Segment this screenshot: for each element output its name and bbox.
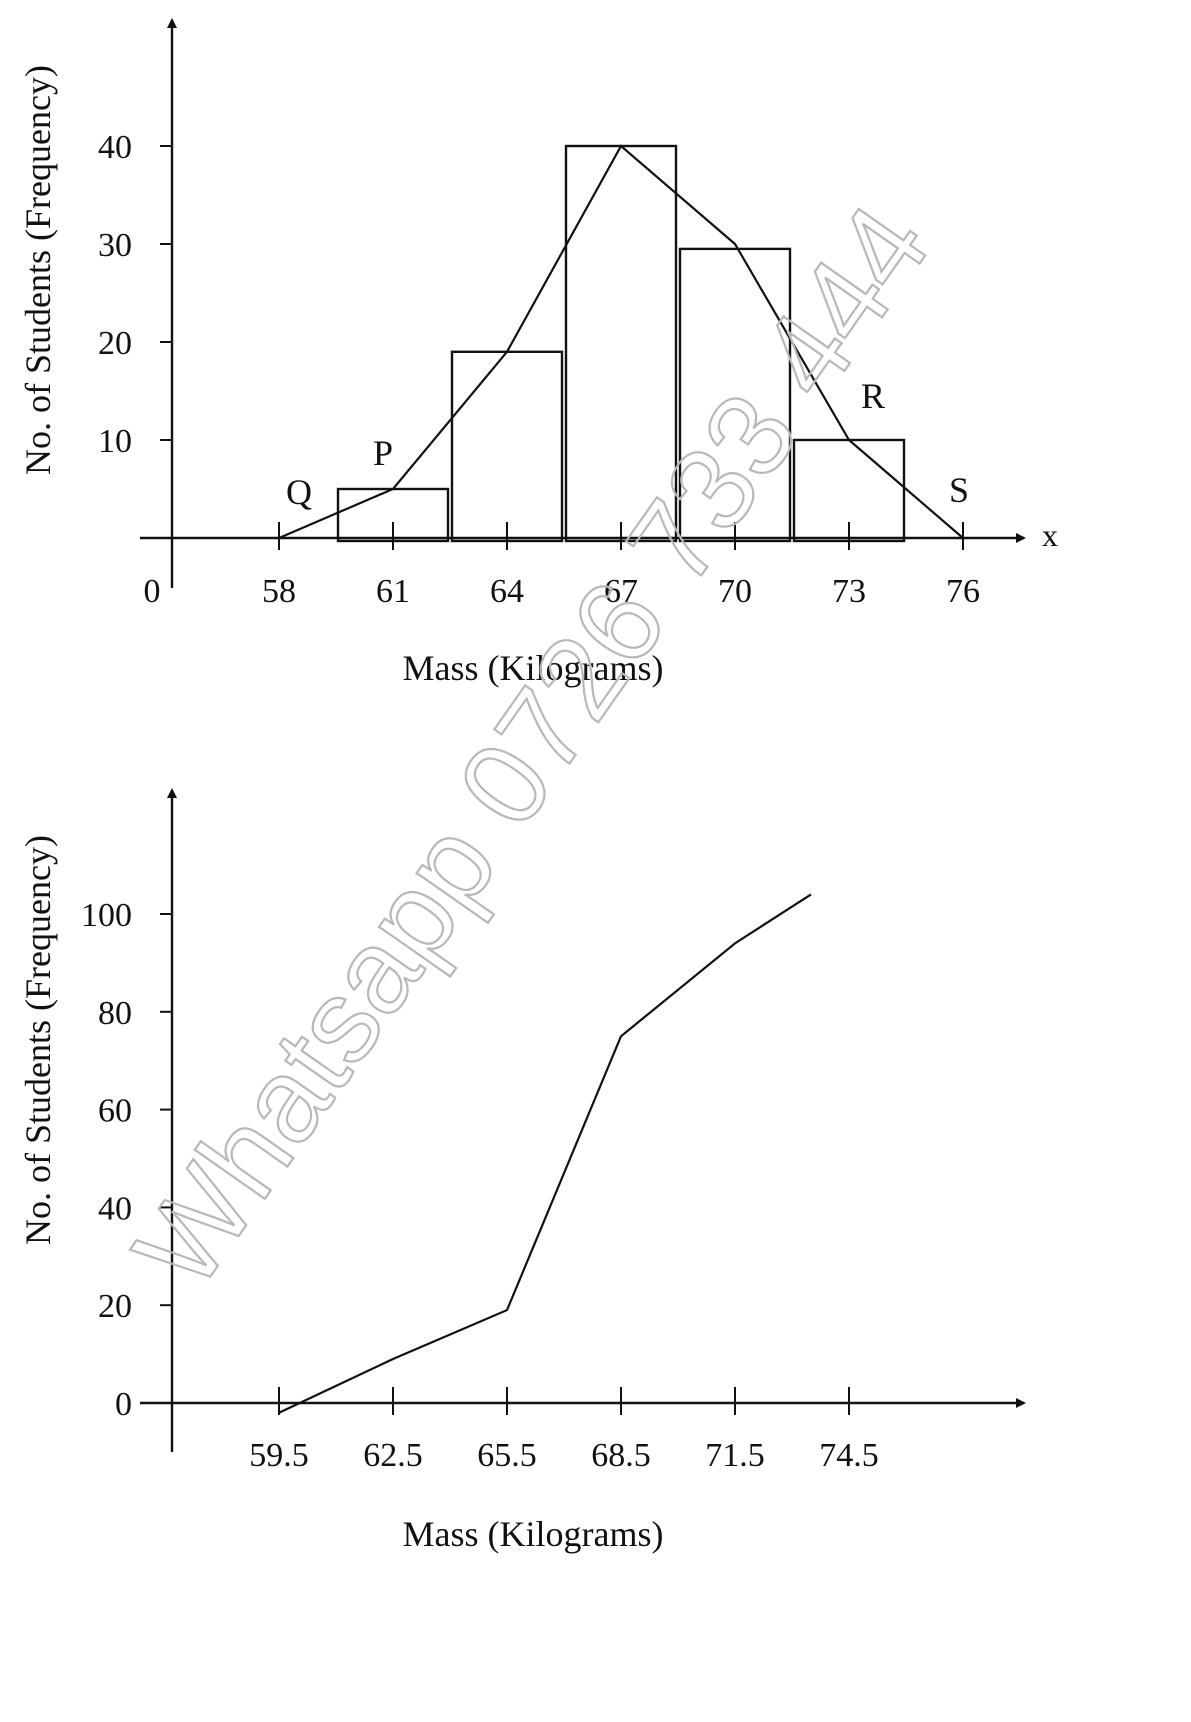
ogive-axes [140, 788, 1026, 1452]
x-tick-label: 67 [604, 573, 638, 610]
x-tick-label: 76 [946, 573, 980, 610]
point-label-q: Q [286, 472, 312, 512]
y-tick-label: 0 [115, 1386, 132, 1423]
ogive-x-ticks: 59.5 62.5 65.5 68.5 71.5 74.5 [249, 1387, 879, 1474]
histogram-x-axis-title: Mass (Kilograms) [403, 648, 664, 688]
x-tick-label: 58 [262, 573, 296, 610]
cumulative-frequency-chart: 59.5 62.5 65.5 68.5 71.5 74.5 0 20 40 60 80 100 Ma… [18, 788, 1026, 1554]
y-tick-label: 10 [98, 423, 132, 460]
x-tick-label: 68.5 [591, 1437, 651, 1474]
ogive-y-ticks: 0 20 40 60 80 100 [81, 897, 172, 1423]
y-tick-label: 80 [98, 995, 132, 1032]
x-tick-label: 74.5 [819, 1437, 879, 1474]
x-tick-label: 59.5 [249, 1437, 309, 1474]
y-tick-label: 40 [98, 1190, 132, 1227]
y-tick-label: 20 [98, 1288, 132, 1325]
histogram-y-axis-title: No. of Students (Frequency) [18, 65, 58, 475]
histogram-x-ticks: 58 61 64 67 70 73 76 [262, 522, 980, 610]
ogive-x-axis-title: Mass (Kilograms) [403, 1514, 664, 1554]
histogram-y-ticks: 10 20 30 40 [98, 129, 172, 460]
point-label-p: P [373, 433, 393, 473]
y-tick-label: 40 [98, 129, 132, 166]
origin-label: 0 [144, 573, 161, 610]
y-tick-label: 20 [98, 325, 132, 362]
x-tick-label: 73 [832, 573, 866, 610]
histogram-chart: 58 61 64 67 70 73 76 10 20 30 40 Q P R S 0 x Mass (K… [18, 18, 1058, 688]
point-label-r: R [861, 376, 885, 416]
histogram-bar-2 [450, 350, 564, 543]
x-tick-label: 64 [490, 573, 524, 610]
frequency-polygon-line [278, 144, 964, 540]
y-tick-label: 30 [98, 227, 132, 264]
x-tick-label: 62.5 [363, 1437, 423, 1474]
x-tick-label: 70 [718, 573, 752, 610]
y-tick-label: 60 [98, 1093, 132, 1130]
point-label-s: S [949, 470, 969, 510]
x-axis-letter: x [1042, 517, 1058, 553]
y-tick-label: 100 [81, 897, 132, 934]
ogive-y-axis-title: No. of Students (Frequency) [18, 835, 58, 1245]
histogram-axes [140, 18, 1026, 588]
x-tick-label: 71.5 [705, 1437, 765, 1474]
polygon-point-labels: Q P R S [286, 376, 969, 512]
x-tick-label: 61 [376, 573, 410, 610]
x-tick-label: 65.5 [477, 1437, 537, 1474]
cumulative-frequency-line [278, 893, 812, 1414]
